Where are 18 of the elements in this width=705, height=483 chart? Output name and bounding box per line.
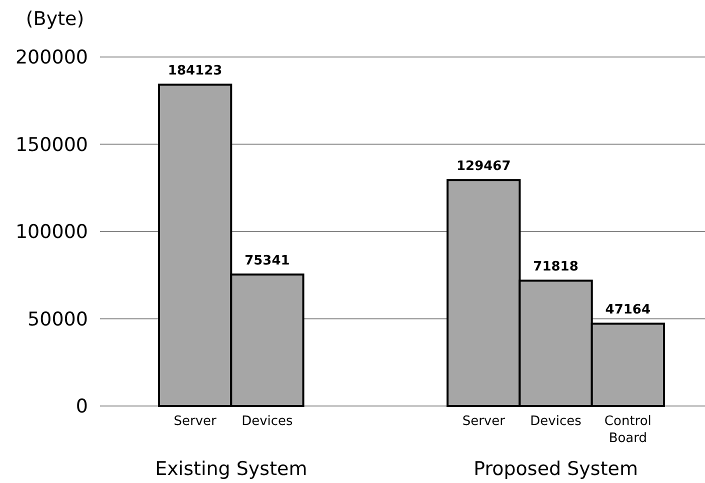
x-tick-label: Devices	[530, 414, 582, 429]
y-tick-label: 200000	[15, 46, 88, 69]
data-label: 129467	[456, 159, 511, 174]
data-label: 47164	[605, 302, 651, 318]
x-tick-label: Server	[174, 414, 218, 429]
data-label: 75341	[244, 254, 290, 269]
y-tick-label: 100000	[15, 221, 88, 244]
data-label: 71818	[533, 260, 578, 275]
y-tick-label: 0	[76, 396, 88, 418]
y-axis-title: (Byte)	[26, 8, 84, 30]
x-tick-label: Devices	[242, 414, 294, 429]
x-tick-label: Server	[462, 414, 506, 429]
y-tick-label: 50000	[28, 308, 88, 330]
x-tick-label: Control Board	[604, 414, 652, 446]
y-tick-label: 150000	[15, 134, 88, 156]
text: Existing System	[155, 458, 308, 480]
text: Proposed System	[474, 458, 638, 480]
data-label: 184123	[168, 64, 222, 79]
